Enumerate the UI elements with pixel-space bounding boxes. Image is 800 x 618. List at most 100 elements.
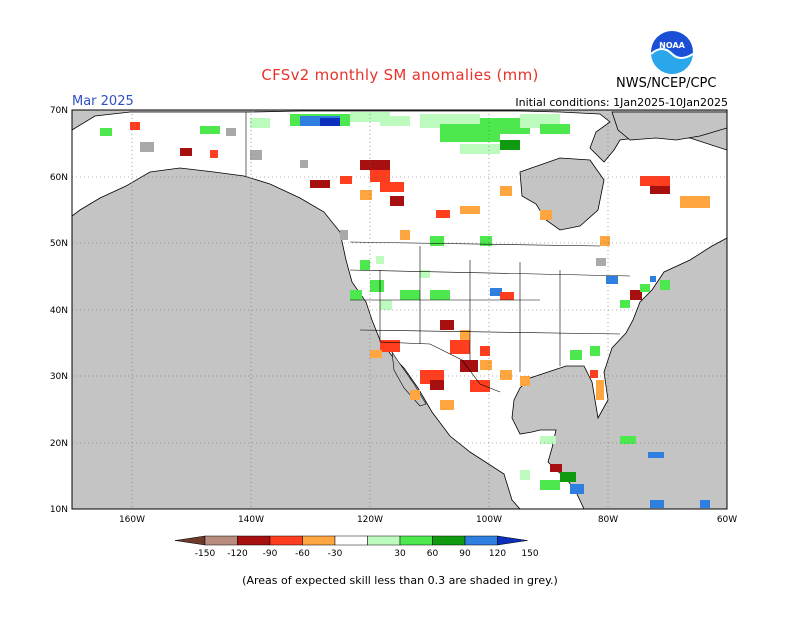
anomaly-cell [480,118,530,134]
anomaly-cell [430,380,444,390]
lat-tick-30n: 30N [50,372,68,382]
lat-tick-10n: 10N [50,505,68,515]
anomaly-cell [380,300,392,310]
colorbar-swatch [237,535,271,546]
anomaly-cell [640,284,650,292]
anomaly-cell [376,256,384,264]
anomaly-cell [380,116,410,126]
anomaly-cell [440,320,454,330]
forecast-month: Mar 2025 [72,94,134,109]
lon-tick-60w: 60W [717,515,737,525]
anomaly-cell [570,350,582,360]
anomaly-cell [380,182,404,192]
anomaly-cell [650,500,664,508]
anomaly-cell [470,380,490,392]
anomaly-cell [700,500,710,508]
initial-conditions: Initial conditions: 1Jan2025-10Jan2025 [515,96,728,109]
colorbar-label: 60 [427,549,439,559]
noaa-logo-icon: NOAA [650,31,694,74]
colorbar-swatch [334,535,368,546]
anomaly-cells [100,112,710,508]
anomaly-cell [650,276,656,282]
anomaly-cell [500,370,512,380]
map-frame [71,109,728,510]
lon-tick-80w: 80W [598,515,618,525]
anomaly-cell [370,280,384,292]
anomaly-cell [320,118,340,126]
anomaly-cell [250,118,270,128]
colorbar-swatch [269,535,303,546]
anomaly-cell [420,270,430,278]
colorbar-swatch [302,535,336,546]
agency-label: NWS/NCEP/CPC [616,76,717,91]
colorbar: -150 -120 -90 -60 -30 30 60 90 120 150 [174,535,539,559]
anomaly-cell [480,346,490,356]
anomaly-cell [500,292,514,300]
colorbar-swatch [204,535,238,546]
anomaly-cell [370,350,382,358]
anomaly-cell [650,186,670,194]
anomaly-cell [460,360,478,372]
anomaly-cell [648,452,664,458]
political-borders [245,112,631,393]
anomaly-cell [480,360,492,370]
anomaly-cell [210,150,218,158]
anomaly-cell [630,290,642,300]
colorbar-label: 90 [459,549,471,559]
anomaly-cell [340,176,352,184]
anomaly-cell [490,288,502,296]
anomaly-cell [606,276,618,284]
lat-tick-40n: 40N [50,306,68,316]
anomaly-cell [550,464,562,472]
noaa-logo-text: NOAA [659,41,685,50]
anomaly-cell [560,472,576,482]
anomaly-cell [310,180,330,188]
colorbar-arrow-high [497,535,528,546]
anomaly-cell [370,170,390,182]
anomaly-cell [600,236,610,246]
colorbar-label: -30 [328,549,343,559]
colorbar-label: -150 [195,549,216,559]
colorbar-swatch [399,535,433,546]
greenland-landmass [611,111,727,141]
anomaly-cell [400,230,410,240]
anomaly-cell [480,236,492,246]
anomaly-cell [436,210,450,218]
anomaly-cell [200,126,220,134]
lon-axis: 160W 140W 120W 100W 80W 60W [119,515,737,525]
lat-tick-60n: 60N [50,173,68,183]
lat-tick-20n: 20N [50,439,68,449]
anomaly-cell [540,210,552,220]
anomaly-cell [540,480,560,490]
colorbar-label: 150 [521,549,538,559]
colorbar-swatch [432,535,466,546]
anomaly-cell [360,190,372,200]
anomaly-cell [660,280,670,290]
lon-tick-100w: 100W [476,515,502,525]
colorbar-label: -60 [295,549,310,559]
lon-tick-120w: 120W [357,515,383,525]
lat-tick-50n: 50N [50,239,68,249]
skill-footnote: (Areas of expected skill less than 0.3 a… [242,574,558,587]
anomaly-cell [500,140,520,150]
anomaly-cell [680,196,710,208]
anomaly-cell [460,206,480,214]
anomaly-cell [410,390,420,400]
anomaly-cell [500,186,512,196]
colorbar-label: 30 [394,549,406,559]
anomaly-cell [130,122,140,130]
anomaly-cell [460,330,470,340]
anomaly-cell [590,370,598,378]
anomaly-cell [570,484,584,494]
anomaly-cell [540,436,556,444]
colorbar-label: -120 [227,549,248,559]
anomaly-cell [180,148,192,156]
colorbar-swatch [367,535,401,546]
anomaly-cell [360,260,370,270]
anomaly-cell [430,236,444,246]
lat-lon-grid [72,110,727,509]
lat-axis: 70N 60N 50N 40N 30N 20N 10N [50,106,68,515]
anomaly-cell [350,290,362,300]
colorbar-label: 120 [489,549,506,559]
